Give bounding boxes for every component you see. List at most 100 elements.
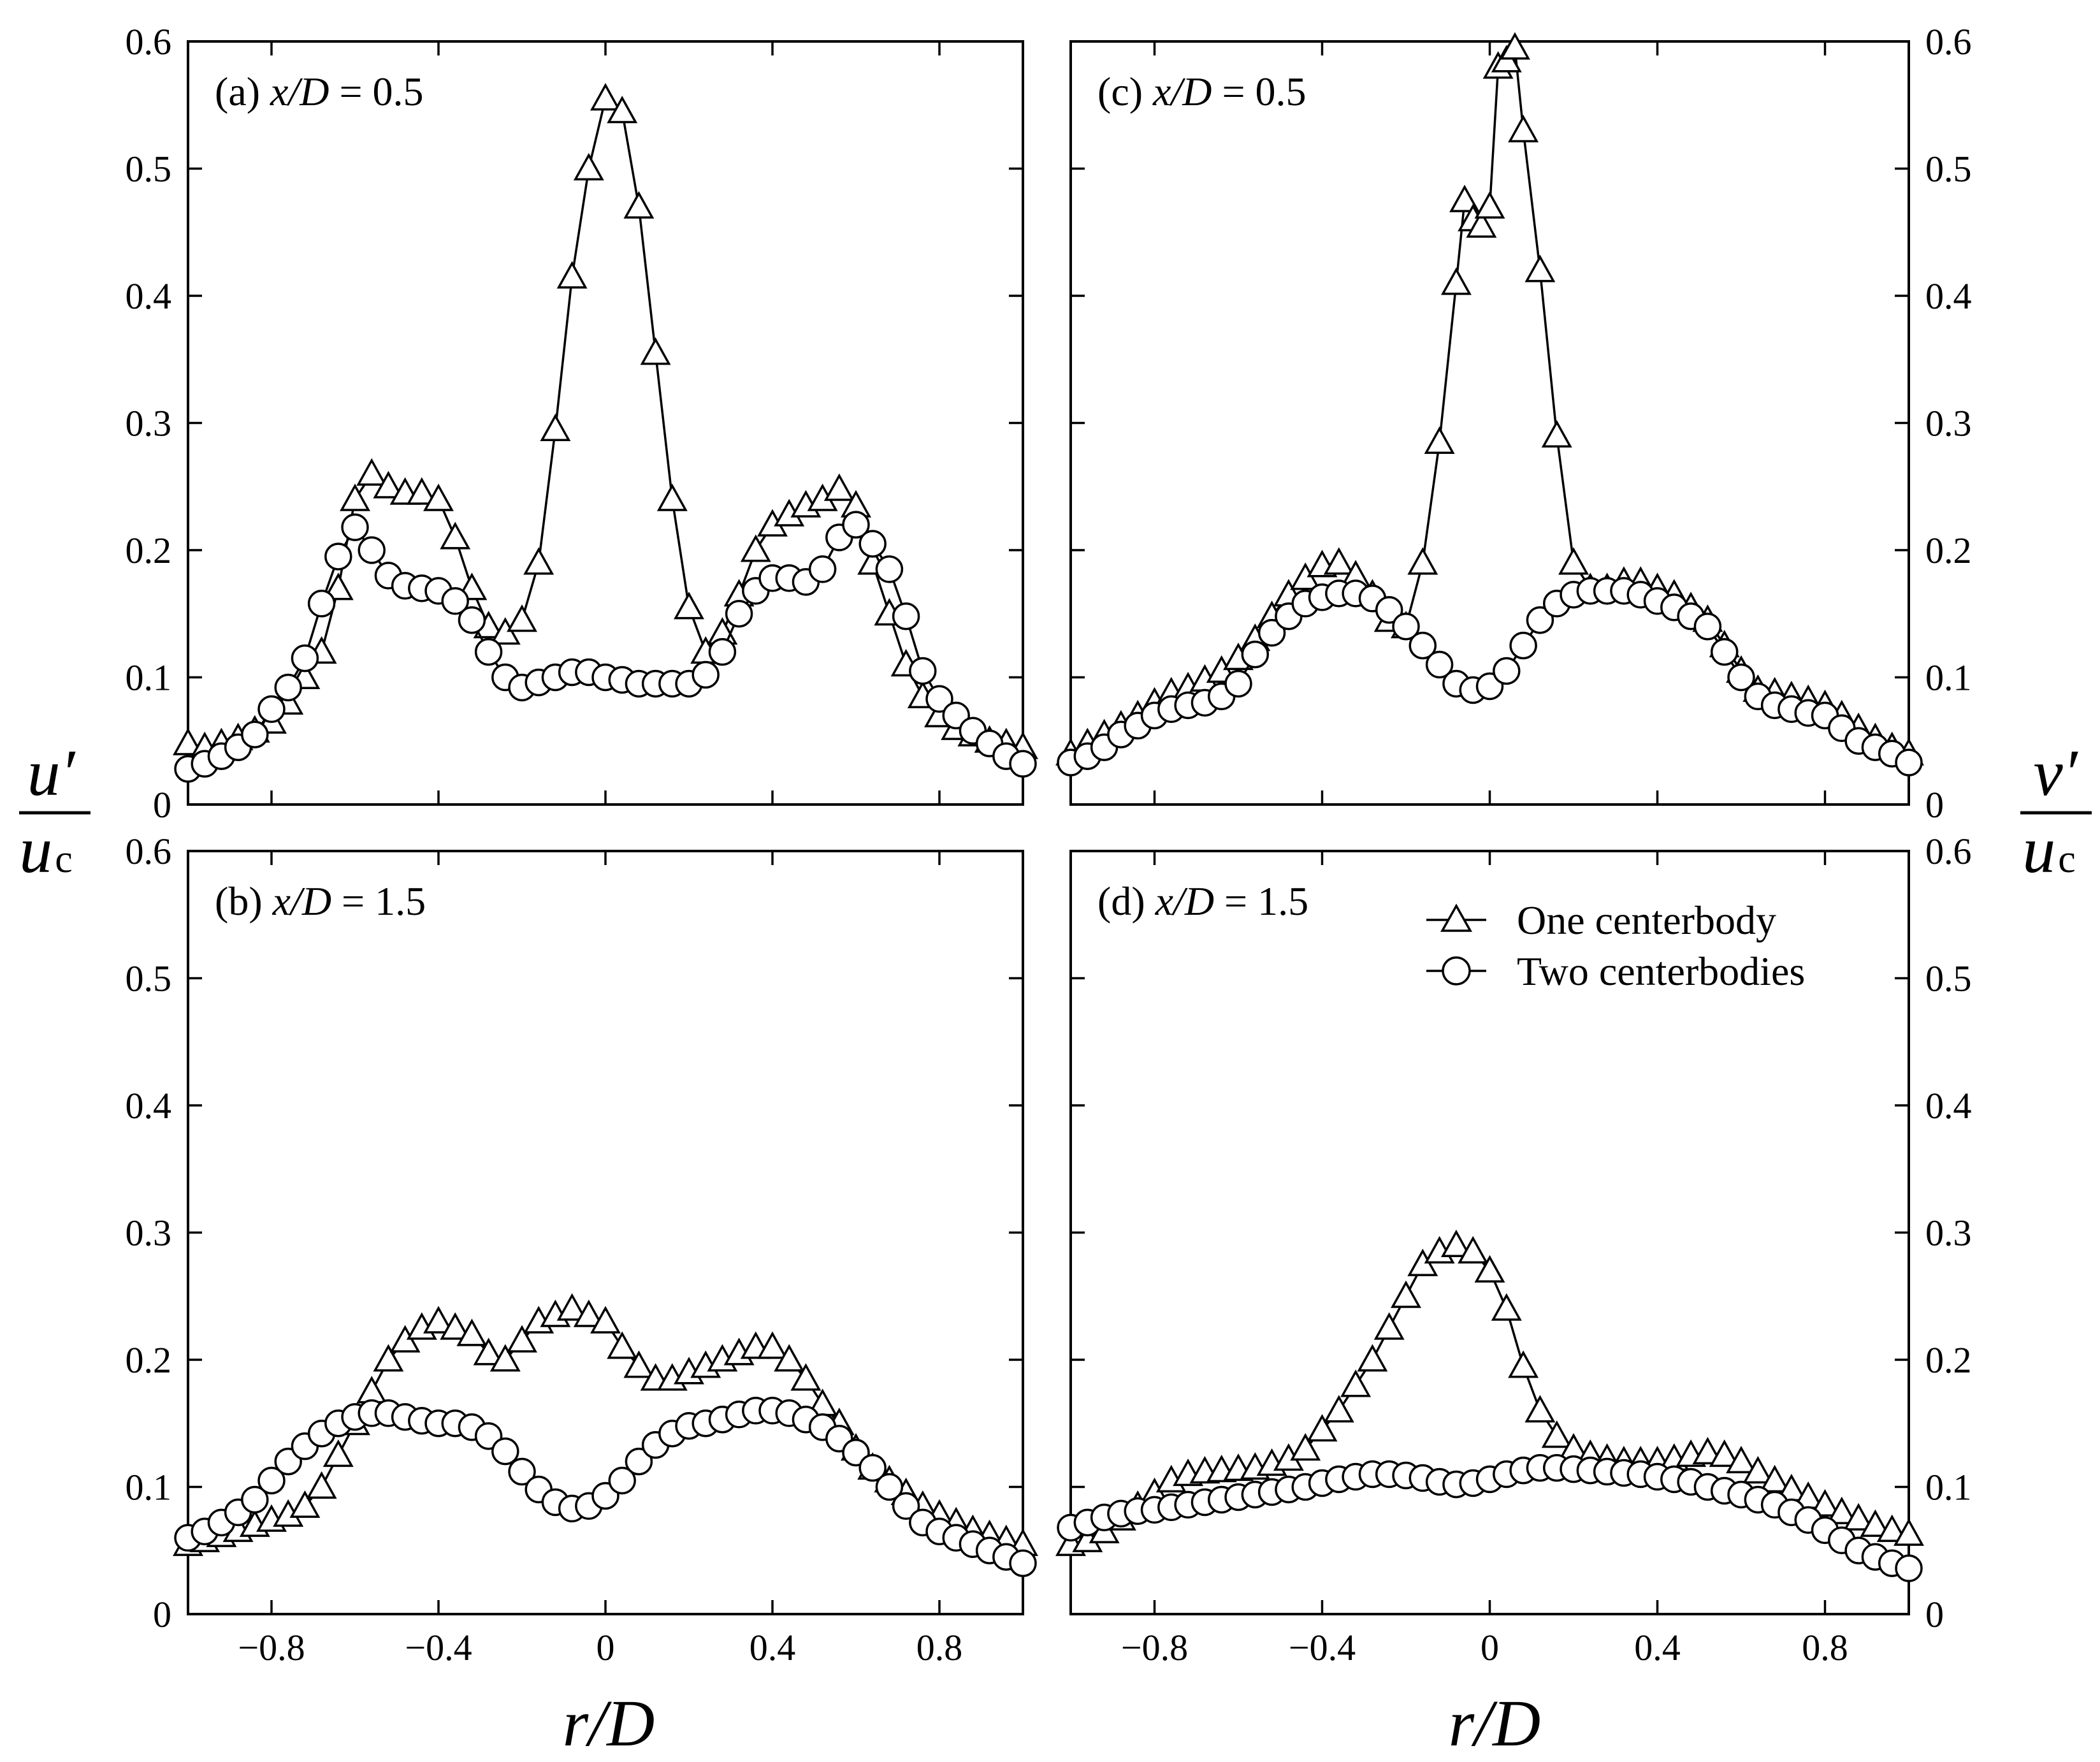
data-point-triangle bbox=[623, 1350, 655, 1378]
data-point-circle bbox=[1224, 669, 1252, 698]
data-point-triangle bbox=[373, 1344, 404, 1372]
panel-a-label: (a) x/D = 0.5 bbox=[215, 69, 424, 114]
y-tick-label: 0.2 bbox=[1925, 530, 1972, 571]
legend: One centerbody Two centerbodies bbox=[1426, 898, 1805, 994]
data-point-triangle bbox=[322, 572, 354, 601]
data-point-triangle bbox=[1726, 1445, 1756, 1474]
x-axis-title-left: r/D bbox=[563, 1687, 655, 1760]
data-point-circle bbox=[875, 555, 904, 583]
data-point-triangle bbox=[1499, 32, 1530, 60]
data-point-triangle bbox=[1449, 184, 1481, 212]
data-point-circle bbox=[508, 1457, 536, 1486]
data-point-triangle bbox=[1458, 1235, 1489, 1263]
y-tick-label: 0.6 bbox=[1925, 831, 1972, 872]
data-point-triangle bbox=[1692, 1437, 1723, 1465]
data-point-triangle bbox=[1524, 1395, 1556, 1423]
data-point-triangle bbox=[656, 483, 688, 511]
y-tick-label: 0.1 bbox=[1925, 1467, 1972, 1508]
data-point-triangle bbox=[1876, 1514, 1908, 1542]
data-point-circle bbox=[1727, 663, 1755, 692]
y-tick-label: 0.1 bbox=[126, 1467, 172, 1508]
panel-label-value: = 1.5 bbox=[1214, 878, 1308, 924]
x-tick-label: 0.8 bbox=[916, 1627, 963, 1668]
data-point-triangle bbox=[440, 521, 471, 550]
y-tick-label: 0.4 bbox=[1925, 1085, 1972, 1126]
data-point-triangle bbox=[1508, 1350, 1539, 1378]
data-point-triangle bbox=[590, 83, 621, 111]
data-point-circle bbox=[1408, 631, 1437, 660]
data-point-triangle bbox=[590, 1306, 621, 1334]
data-point-circle bbox=[708, 637, 737, 666]
x-tick-label: −0.8 bbox=[238, 1627, 305, 1668]
data-point-circle bbox=[625, 1447, 653, 1476]
data-point-circle bbox=[925, 685, 953, 713]
panel-label-prefix: (b) bbox=[215, 878, 273, 924]
data-point-circle bbox=[1425, 650, 1454, 679]
data-point-triangle bbox=[740, 534, 771, 562]
data-point-circle bbox=[441, 587, 469, 615]
y-tick-label: 0.2 bbox=[126, 1339, 172, 1381]
data-point-circle bbox=[491, 1437, 519, 1466]
data-point-triangle bbox=[1742, 1455, 1774, 1484]
y-tick-label: 0.5 bbox=[126, 149, 172, 190]
right-ylabel-subscript: c bbox=[2058, 838, 2076, 881]
data-point-triangle bbox=[322, 1439, 354, 1467]
data-point-triangle bbox=[556, 261, 588, 289]
data-point-triangle bbox=[507, 604, 537, 632]
data-point-triangle bbox=[1894, 1518, 1924, 1546]
data-point-triangle bbox=[607, 96, 638, 124]
data-point-circle bbox=[892, 1492, 920, 1520]
left-ylabel-denominator: uc bbox=[19, 813, 73, 887]
data-point-circle bbox=[858, 1453, 887, 1482]
data-point-triangle bbox=[373, 470, 404, 499]
panel-label-variable: x/D bbox=[270, 69, 329, 114]
data-point-triangle bbox=[1407, 547, 1438, 575]
left-ylabel-den-base: u bbox=[19, 813, 52, 887]
panel-label-value: = 0.5 bbox=[329, 69, 423, 114]
y-tick-label: 0.5 bbox=[1925, 958, 1972, 1000]
data-point-triangle bbox=[556, 1293, 588, 1321]
data-point-circle bbox=[1895, 748, 1923, 776]
series-one-centerbody bbox=[1055, 32, 1924, 766]
data-point-circle bbox=[257, 695, 286, 724]
data-point-triangle bbox=[540, 413, 571, 442]
data-point-triangle bbox=[289, 1490, 321, 1518]
data-point-triangle bbox=[356, 458, 387, 486]
data-point-circle bbox=[875, 1473, 904, 1501]
panel-label-variable: x/D bbox=[272, 878, 331, 924]
left-ylabel-subscript: c bbox=[55, 838, 73, 881]
series-two-centerbodies bbox=[174, 1397, 1037, 1577]
data-point-triangle bbox=[356, 1376, 387, 1404]
data-point-circle bbox=[474, 637, 503, 666]
x-tick-label: 0.4 bbox=[749, 1627, 796, 1668]
panel-c-label: (c) x/D = 0.5 bbox=[1097, 69, 1307, 114]
data-point-triangle bbox=[774, 1344, 805, 1372]
y-tick-label: 0.6 bbox=[126, 831, 172, 872]
legend-triangle-marker bbox=[1440, 903, 1472, 932]
data-point-triangle bbox=[1440, 267, 1472, 295]
data-point-circle bbox=[307, 590, 336, 618]
y-tick-label: 0 bbox=[153, 1594, 171, 1635]
panel-label-value: = 1.5 bbox=[331, 878, 426, 924]
y-tick-label: 0.1 bbox=[126, 657, 172, 699]
data-point-circle bbox=[608, 1466, 636, 1495]
data-point-triangle bbox=[1466, 210, 1497, 238]
legend-label-two-centerbodies: Two centerbodies bbox=[1517, 949, 1805, 994]
data-point-triangle bbox=[1323, 1395, 1354, 1423]
data-point-triangle bbox=[573, 1299, 604, 1327]
data-point-triangle bbox=[173, 727, 203, 755]
data-point-circle bbox=[1526, 606, 1554, 634]
data-point-circle bbox=[1257, 618, 1286, 647]
data-point-triangle bbox=[1709, 1439, 1740, 1467]
data-point-circle bbox=[892, 602, 920, 630]
left-y-axis-title: u′ uc bbox=[19, 736, 91, 887]
data-point-circle bbox=[1241, 640, 1270, 669]
data-point-triangle bbox=[423, 483, 454, 511]
x-axis-title-right: r/D bbox=[1449, 1687, 1540, 1760]
panel-label-prefix: (c) bbox=[1097, 69, 1153, 114]
data-point-triangle bbox=[823, 473, 855, 501]
data-point-triangle bbox=[1307, 1414, 1338, 1442]
right-ylabel-den-base: u bbox=[2022, 813, 2055, 887]
data-point-triangle bbox=[440, 1312, 471, 1340]
y-tick-label: 0.3 bbox=[1925, 1212, 1972, 1254]
